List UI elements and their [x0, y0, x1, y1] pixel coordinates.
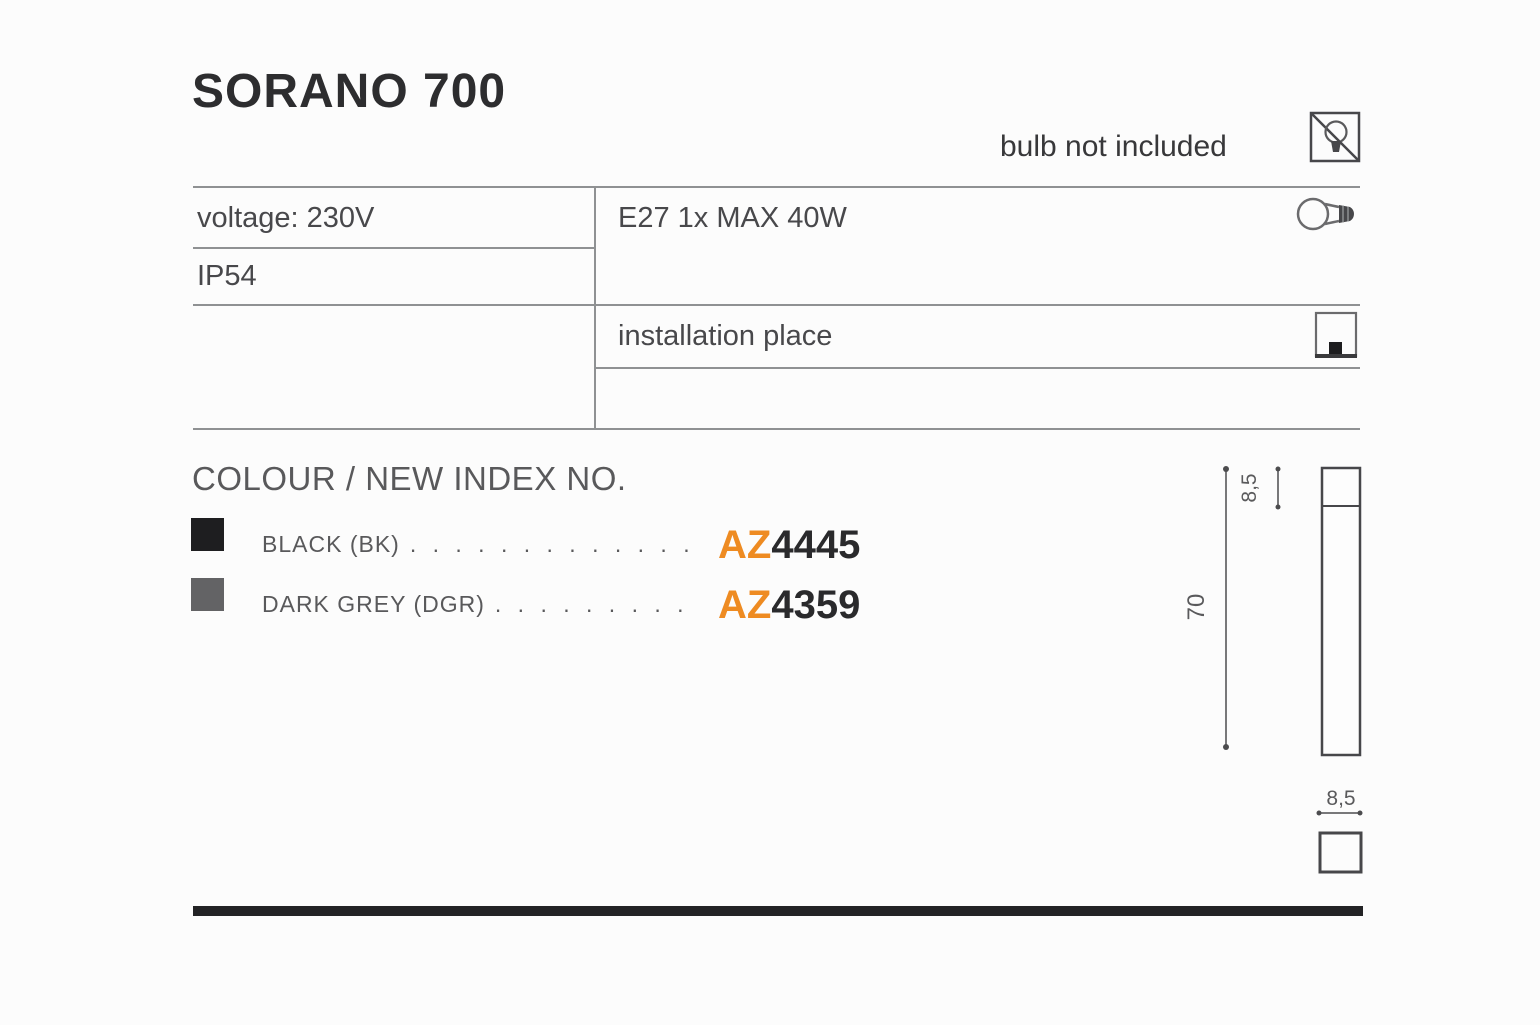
colour-row-black: BLACK (BK) . . . . . . . . . . . . .	[262, 531, 695, 558]
dimension-width-label: 8,5	[1326, 787, 1355, 810]
dimension-head-height-label: 8,5	[1238, 473, 1261, 502]
index-code-number: 4359	[771, 583, 861, 627]
colour-name-black: BLACK (BK)	[262, 531, 400, 557]
index-code-number: 4445	[771, 523, 861, 567]
index-code-prefix: AZ	[718, 523, 772, 567]
post-top-view	[1318, 831, 1363, 874]
bulb-icon	[1296, 197, 1354, 231]
table-column-divider	[594, 186, 596, 430]
table-row-divider-voltage	[193, 247, 595, 249]
footer-rule	[193, 906, 1363, 916]
post-side-view	[1320, 466, 1362, 757]
no-bulb-icon	[1309, 111, 1361, 163]
swatch-black	[191, 518, 224, 551]
spec-installation-place: installation place	[618, 320, 833, 352]
table-row-divider-installation	[595, 367, 1360, 369]
index-code-dark-grey: AZ4359	[718, 583, 860, 628]
bulb-not-included-note: bulb not included	[1000, 130, 1227, 163]
dimension-drawing: 70 8,5 8,5	[1183, 466, 1363, 874]
spec-voltage: voltage: 230V	[197, 202, 375, 234]
leader-dots: . . . . . . . . .	[494, 591, 689, 617]
floor-mount-icon	[1314, 311, 1358, 358]
swatch-dark-grey	[191, 578, 224, 611]
page-title: SORANO 700	[192, 65, 507, 118]
colour-name-dark-grey: DARK GREY (DGR)	[262, 591, 485, 617]
dimension-height-label: 70	[1183, 594, 1210, 621]
spec-ip-rating: IP54	[197, 260, 257, 292]
colour-row-dark-grey: DARK GREY (DGR) . . . . . . . . .	[262, 591, 689, 618]
leader-dots: . . . . . . . . . . . . .	[409, 531, 695, 557]
colour-section-heading: COLOUR / NEW INDEX NO.	[192, 460, 627, 497]
spec-socket: E27 1x MAX 40W	[618, 202, 847, 234]
table-row-divider-middle	[193, 304, 1360, 306]
index-code-prefix: AZ	[718, 583, 772, 627]
index-code-black: AZ4445	[718, 523, 860, 568]
table-border-bottom	[193, 428, 1360, 430]
table-border-top	[193, 186, 1360, 188]
